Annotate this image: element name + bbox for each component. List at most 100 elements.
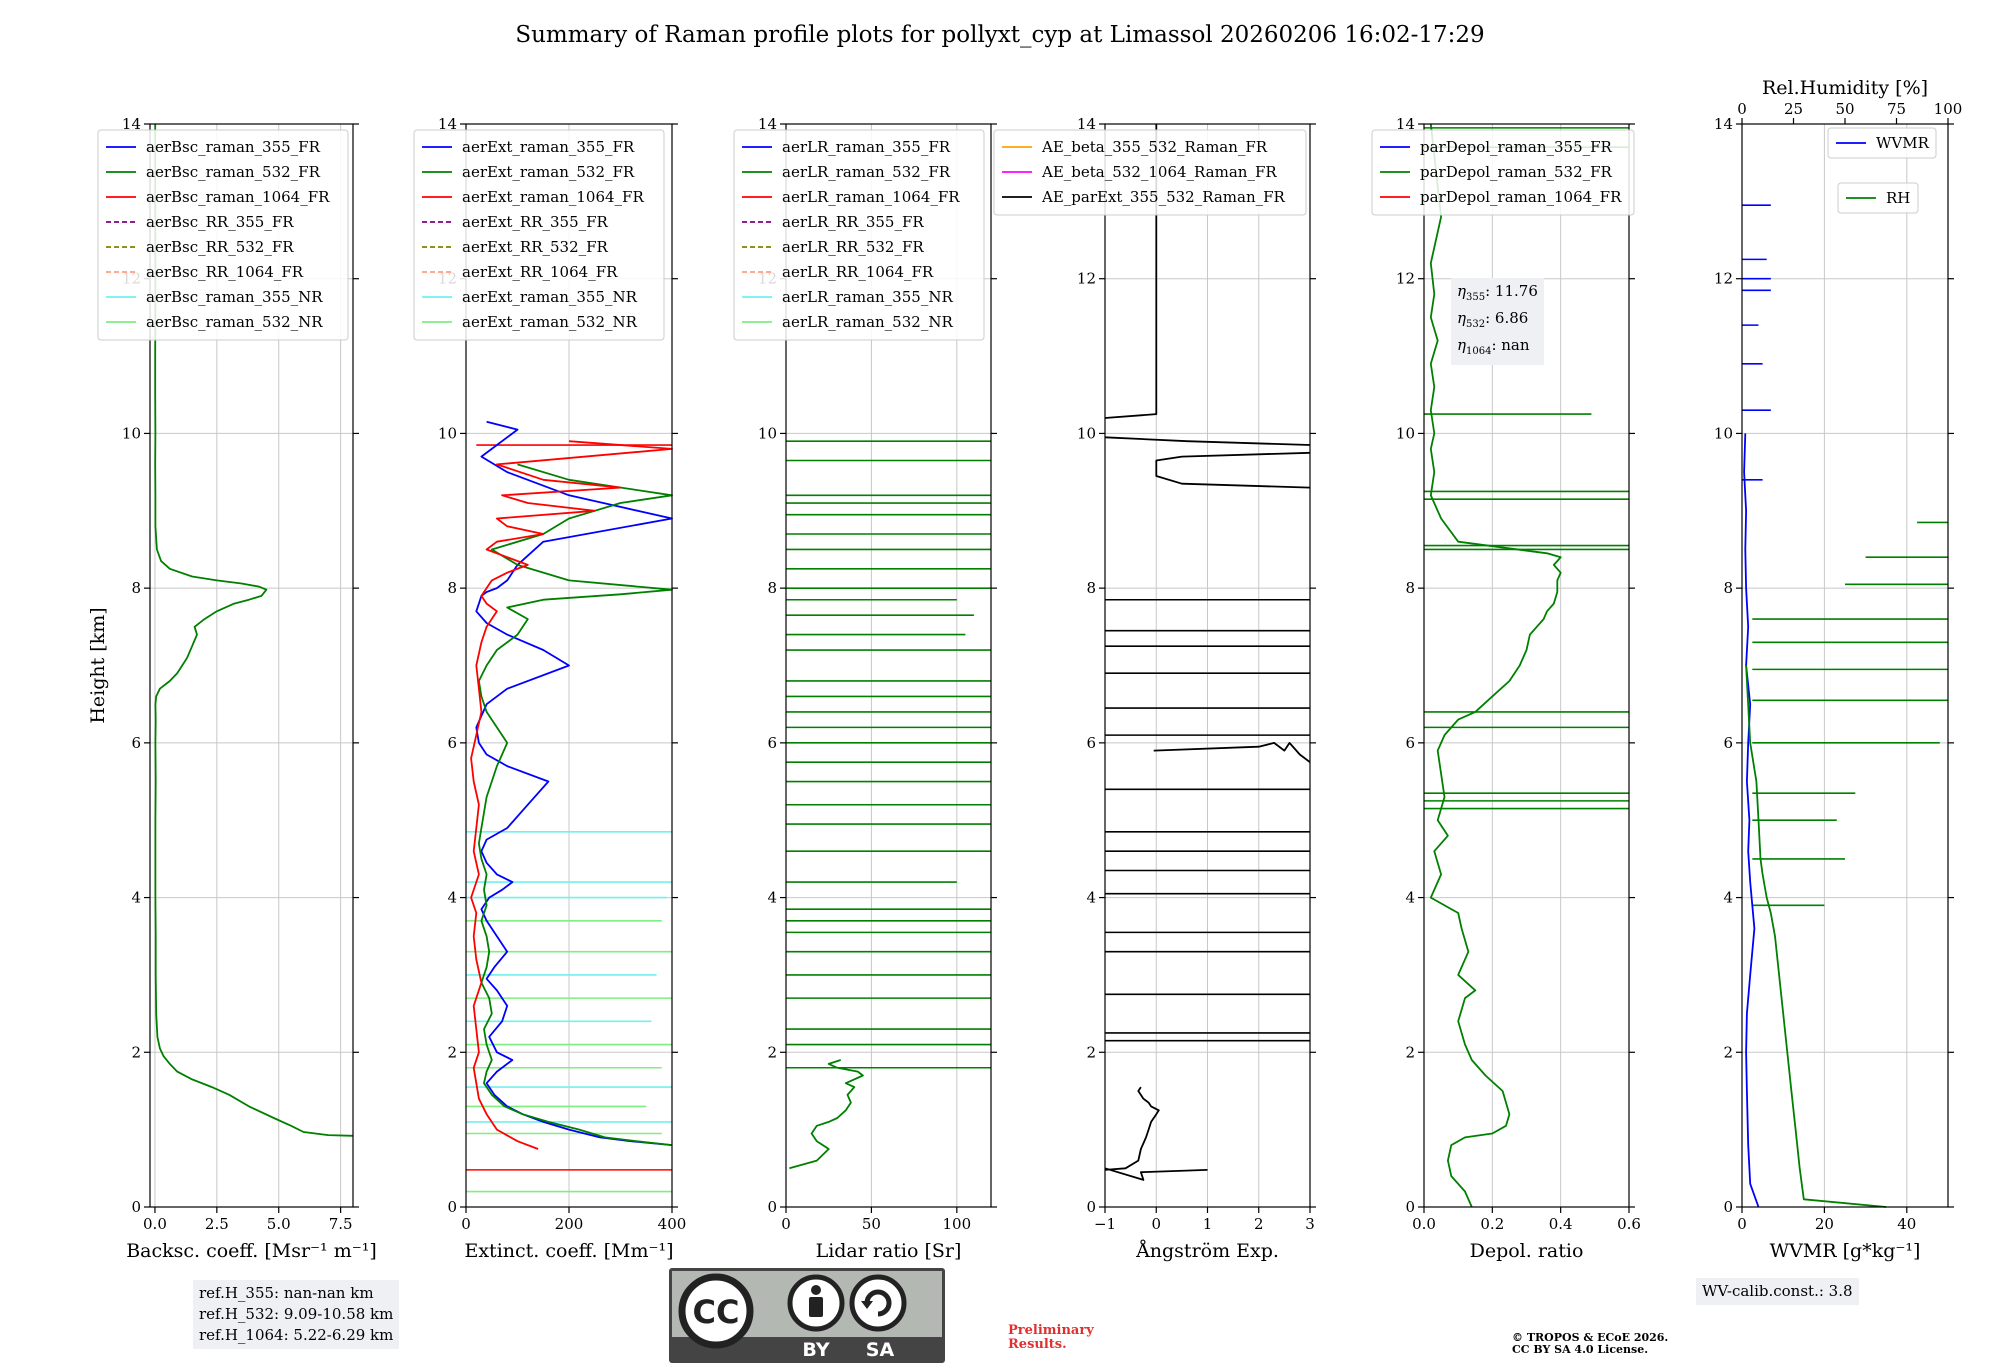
y-tick-label: 10 [1714,424,1733,442]
legend-box [1371,129,1635,216]
profile-line-AE_parExt_355_532_Raman_FR [1104,436,1311,446]
x-tick-label: −1 [1094,1215,1116,1233]
chart-lr: 02468101214050100Lidar ratio [Sr]aerLR_r… [733,115,997,1262]
y-axis-label: Height [km] [87,607,109,723]
ref-height-1064: ref.H_1064: 5.22-6.29 km [199,1326,394,1344]
profile-line-AE_parExt_355_532_Raman_FR [1153,742,1311,763]
y-tick-label: 0 [131,1198,141,1216]
legend-label: aerBsc_RR_355_FR [146,213,294,231]
y-tick-label: 0 [1723,1198,1733,1216]
y-tick-label: 6 [131,734,141,752]
profile-line-aerBsc_raman_532_FR [154,124,354,1137]
x-tick-label: 5.0 [267,1215,291,1233]
legend-label: aerBsc_RR_1064_FR [146,263,304,281]
legend-label: parDepol_raman_1064_FR [1420,188,1622,206]
reference-heights-box: ref.H_355: nan-nan km ref.H_532: 9.09-10… [193,1280,400,1349]
legend-label: aerLR_raman_532_NR [782,313,953,331]
cc-by-sa-badge-icon: CC BY SA [669,1268,945,1363]
y-tick-label: 2 [1405,1043,1415,1061]
legend-label: WVMR [1876,134,1930,152]
legend-label: aerLR_RR_532_FR [782,238,924,256]
x-tick-label: 1 [1203,1215,1213,1233]
x-tick-label: 3 [1305,1215,1315,1233]
y-tick-label: 14 [438,115,457,133]
y-tick-label: 4 [1405,889,1415,907]
legend-label: aerExt_raman_532_FR [462,163,635,181]
x-tick-label: 0 [781,1215,791,1233]
profile-line-WVMR [1743,433,1760,1208]
y-tick-label: 0 [767,1198,777,1216]
legend-label: parDepol_raman_355_FR [1420,138,1613,156]
x-tick-label: 0 [1151,1215,1161,1233]
profile-line-aerExt_raman_1064_FR [470,440,673,1150]
y-tick-label: 8 [767,579,777,597]
x-axis-label: Extinct. coeff. [Mm⁻¹] [464,1240,673,1262]
legend-label: aerBsc_raman_355_NR [146,288,323,306]
x-axis-label: Backsc. coeff. [Msr⁻¹ m⁻¹] [126,1240,377,1262]
top-x-tick-label: 50 [1835,100,1854,118]
y-tick-label: 8 [1086,579,1096,597]
x-tick-label: 40 [1897,1215,1916,1233]
legend-label: aerExt_RR_532_FR [462,238,609,256]
profile-line-aerLR_raman_532_FR [789,1059,864,1170]
legend-label: aerBsc_raman_532_NR [146,313,323,331]
profile-line-aerExt_raman_355_FR [475,420,673,1146]
y-tick-label: 14 [1396,115,1415,133]
x-tick-label: 0.0 [143,1215,167,1233]
copyright-note: © TROPOS & ECoE 2026. CC BY SA 4.0 Licen… [1512,1331,1669,1356]
y-tick-label: 2 [131,1043,141,1061]
y-tick-label: 2 [1086,1043,1096,1061]
y-tick-label: 10 [758,424,777,442]
y-tick-label: 10 [1396,424,1415,442]
x-tick-label: 2 [1254,1215,1264,1233]
legend-label: RH [1886,189,1910,207]
x-tick-label: 0.4 [1549,1215,1573,1233]
figure-title: Summary of Raman profile plots for polly… [515,22,1485,48]
legend-label: aerBsc_raman_355_FR [146,138,321,156]
legend-label: AE_parExt_355_532_Raman_FR [1041,188,1286,206]
legend-label: aerExt_raman_1064_FR [462,188,644,206]
legend-label: aerBsc_raman_532_FR [146,163,321,181]
preliminary-note: Preliminary Results. [1008,1323,1094,1352]
top-x-axis-label: Rel.Humidity [%] [1762,77,1928,99]
axes-frame [1741,123,1949,1208]
legend-label: AE_beta_355_532_Raman_FR [1041,138,1268,156]
y-tick-label: 8 [1405,579,1415,597]
eta-1064: η1064: nan [1457,336,1530,357]
legend-label: aerExt_raman_355_FR [462,138,635,156]
x-tick-label: 0.6 [1617,1215,1641,1233]
legend-box [1827,127,1937,159]
y-tick-label: 6 [1086,734,1096,752]
y-tick-label: 10 [122,424,141,442]
y-tick-label: 14 [1714,115,1733,133]
top-x-tick-label: 100 [1934,100,1963,118]
x-tick-label: 0 [461,1215,471,1233]
top-x-tick-label: 0 [1737,100,1747,118]
x-tick-label: 7.5 [329,1215,353,1233]
legend-label: parDepol_raman_532_FR [1420,163,1613,181]
x-tick-label: 200 [555,1215,584,1233]
y-tick-label: 10 [1077,424,1096,442]
y-tick-label: 8 [447,579,457,597]
legend-label: aerExt_RR_1064_FR [462,263,618,281]
legend-box [993,129,1307,216]
legend-box [733,129,985,341]
y-tick-label: 12 [1077,270,1096,288]
cc-text: CC [693,1293,740,1331]
ref-height-532: ref.H_532: 9.09-10.58 km [199,1305,394,1323]
x-axis-label: WVMR [g*kg⁻¹] [1770,1240,1921,1262]
x-axis-label: Ångström Exp. [1135,1240,1279,1262]
legend-label: aerLR_RR_355_FR [782,213,924,231]
y-tick-label: 4 [1086,889,1096,907]
y-tick-label: 0 [1405,1198,1415,1216]
legend-label: aerLR_raman_532_FR [782,163,951,181]
eta-355: η355: 11.76 [1457,282,1538,303]
legend-label: aerExt_raman_532_NR [462,313,638,331]
legend-box [97,129,349,341]
profile-line-AE_parExt_355_532_Raman_FR [1155,451,1311,489]
wv-calib-box: WV-calib.const.: 3.8 [1696,1278,1859,1305]
legend-label: aerBsc_RR_532_FR [146,238,294,256]
